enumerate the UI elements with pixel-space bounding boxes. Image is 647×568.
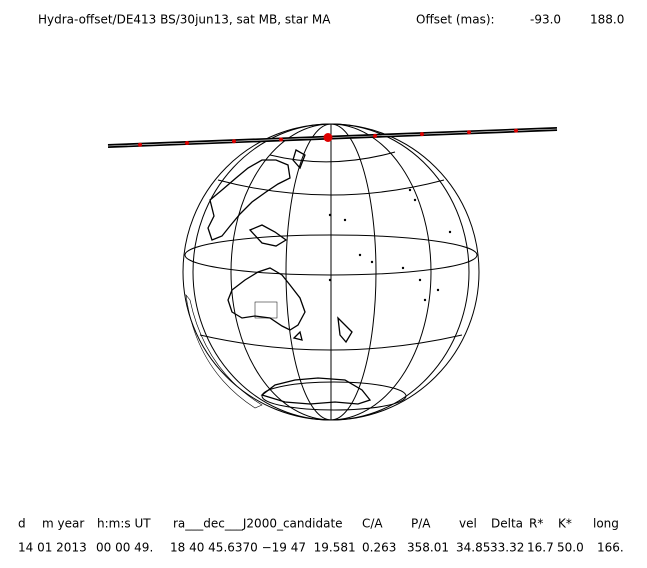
table-cell: 358.01 xyxy=(407,541,449,555)
table-header: K* xyxy=(558,517,572,531)
table-cell: 16.7 xyxy=(527,541,554,555)
table-header: vel xyxy=(459,517,477,531)
table-header: d xyxy=(18,517,26,531)
table-cell: 34.85 xyxy=(456,541,490,555)
table-header: C/A xyxy=(362,517,383,531)
table-header: long xyxy=(593,517,619,531)
table-header: Delta xyxy=(491,517,523,531)
globe xyxy=(182,123,480,421)
table-header: m year xyxy=(42,517,84,531)
table-cell: 00 00 49. xyxy=(96,541,153,555)
tasmania xyxy=(292,330,303,341)
parallel xyxy=(199,334,463,351)
table-header: R* xyxy=(529,517,543,531)
table-cell: 50.0 xyxy=(557,541,584,555)
shadow-track xyxy=(107,127,558,148)
table-cell: 0.263 xyxy=(362,541,396,555)
new-guinea xyxy=(248,224,288,247)
coastlines xyxy=(207,149,372,405)
offset-value: -93.0 xyxy=(530,13,561,27)
table-header: h:m:s UT xyxy=(97,517,151,531)
table-cell: 14 01 2013 xyxy=(18,541,87,555)
parallel xyxy=(184,234,478,276)
table-cell: 18 40 45.6370 −19 47 19.581 xyxy=(170,541,356,555)
table-cell: 33.32 xyxy=(490,541,524,555)
table-header: P/A xyxy=(411,517,431,531)
parallel xyxy=(261,381,407,411)
antarctica xyxy=(260,377,372,405)
australia xyxy=(227,267,306,331)
limb-shade xyxy=(185,293,263,409)
table-header: ra___dec___J2000_candidate xyxy=(173,517,343,531)
asia-islands xyxy=(207,159,291,241)
table-cell: 166. xyxy=(597,541,624,555)
islands xyxy=(328,188,452,302)
japan xyxy=(292,149,306,170)
offset-value: 188.0 xyxy=(590,13,624,27)
title: Hydra-offset/DE413 BS/30jun13, sat MB, s… xyxy=(38,13,331,27)
parallel xyxy=(269,151,396,163)
new-zealand xyxy=(337,316,353,344)
offset-label: Offset (mas): xyxy=(416,13,495,27)
track-markers xyxy=(138,128,518,147)
state-border xyxy=(254,301,278,319)
parallel xyxy=(217,179,445,196)
